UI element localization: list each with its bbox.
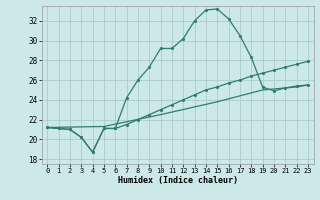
X-axis label: Humidex (Indice chaleur): Humidex (Indice chaleur) (118, 176, 237, 185)
